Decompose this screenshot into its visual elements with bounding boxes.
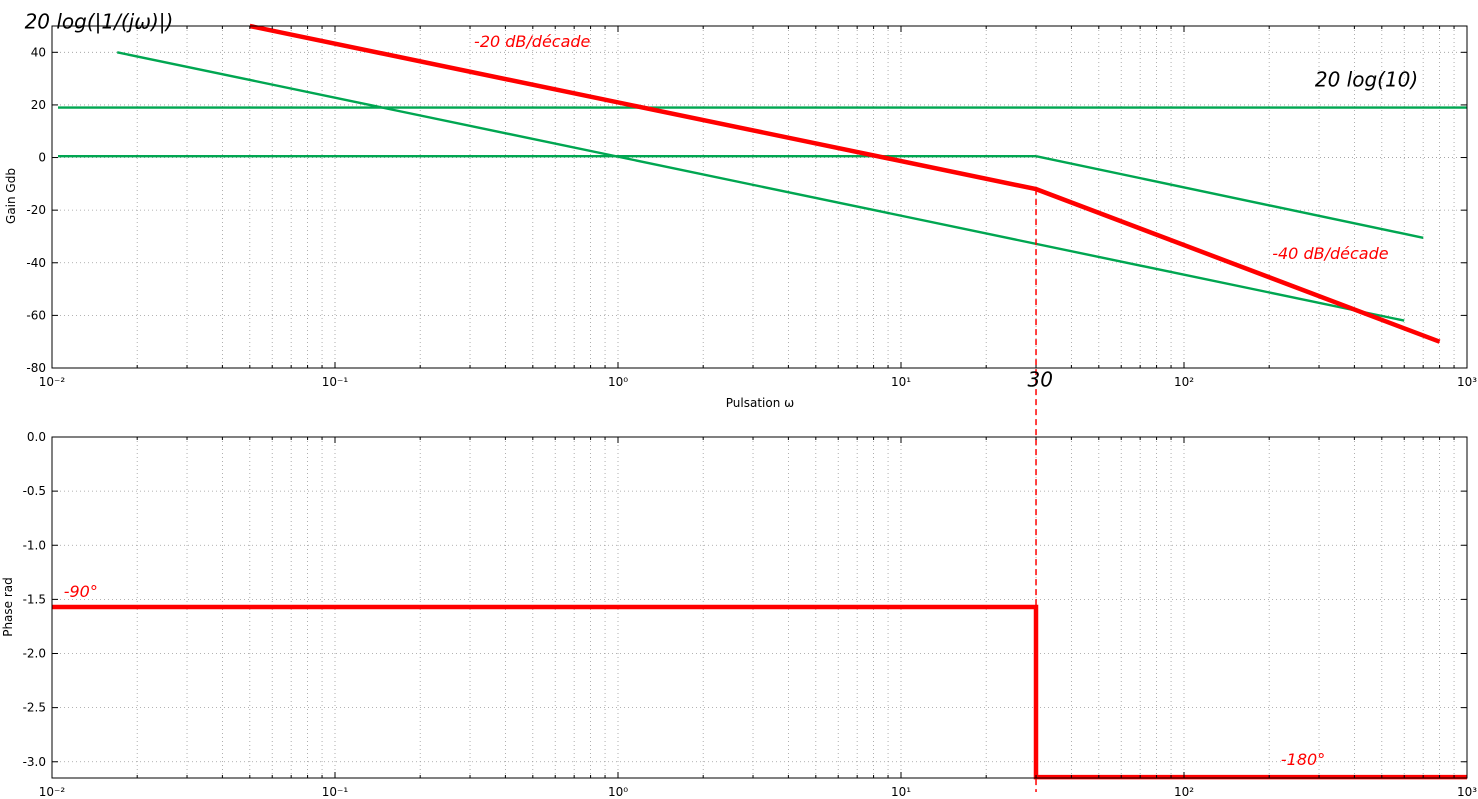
- phase-xtick-label: 10¹: [891, 785, 911, 799]
- gain-ytick-label: 40: [31, 45, 46, 59]
- phase-ytick-label: -2.5: [23, 701, 46, 715]
- gain-plot-lines: [58, 23, 1467, 344]
- gain-ytick-label: 0: [38, 151, 46, 165]
- phase-axes-border: [51, 436, 1468, 779]
- gain-xtick-label: 10²: [1174, 375, 1194, 389]
- phase-xtick-label: 10⁰: [608, 785, 628, 799]
- phase-tick-labels: 10⁻² 10⁻¹ 10⁰ 10¹ 10² 10³ 0.0 -0.5 -1.0 -1.5 -2.0 -…: [23, 430, 1478, 799]
- gain-ytick-label: -40: [26, 256, 46, 270]
- gain-asymptote-component: [1035, 155, 1424, 239]
- annotation-text: 30: [1028, 367, 1053, 391]
- gain-xtick-label: 10³: [1457, 375, 1477, 389]
- phase-ytick-label: -1.5: [23, 592, 46, 606]
- gain-asymptote-component: [116, 51, 1405, 322]
- annotation-text: 20 log(10): [1315, 68, 1418, 92]
- gain-axes-border: [51, 25, 1468, 369]
- annotation-text: -90°: [64, 582, 98, 601]
- gain-xtick-label: 10⁰: [608, 375, 628, 389]
- gain-y-axis-label: Gain Gdb: [4, 168, 18, 224]
- phase-asymptote-total: [52, 604, 1467, 780]
- phase-y-axis-label: Phase rad: [1, 577, 15, 637]
- phase-ytick-label: -1.0: [23, 538, 46, 552]
- phase-xtick-label: 10⁻²: [39, 785, 66, 799]
- gain-xtick-label: 10⁻²: [39, 375, 66, 389]
- phase-ytick-label: -0.5: [23, 484, 46, 498]
- gain-ytick-label: -20: [26, 203, 46, 217]
- gain-ytick-label: 20: [31, 98, 46, 112]
- phase-xtick-label: 10³: [1457, 785, 1477, 799]
- gain-ytick-label: -60: [26, 308, 46, 322]
- phase-xtick-label: 10²: [1174, 785, 1194, 799]
- phase-plot-lines: [52, 604, 1467, 780]
- annotations: 20 log(|1/(jω)|) 20 log(10) -20 dB/décade -…: [25, 10, 1419, 769]
- gain-asymptote-total: [249, 23, 1441, 344]
- gain-tick-labels: 10⁻² 10⁻¹ 10⁰ 10¹ 10² 10³ 40 20 0 -20 -40 -60 -80: [26, 45, 1477, 389]
- gain-xtick-label: 10¹: [891, 375, 911, 389]
- annotation-text: 20 log(|1/(jω)|): [25, 10, 174, 34]
- phase-ytick-label: 0.0: [27, 430, 46, 444]
- gain-axes-frame: [51, 25, 1468, 369]
- annotation-text: -180°: [1281, 750, 1325, 769]
- gain-ytick-label: -80: [26, 361, 46, 375]
- phase-xtick-label: 10⁻¹: [322, 785, 349, 799]
- phase-ytick-label: -2.0: [23, 647, 46, 661]
- gain-xtick-label: 10⁻¹: [322, 375, 349, 389]
- phase-ytick-label: -3.0: [23, 755, 46, 769]
- annotation-text: -20 dB/décade: [474, 32, 591, 51]
- gain-x-axis-label: Pulsation ω: [726, 396, 794, 410]
- phase-axes-frame: [51, 436, 1468, 779]
- gain-grid: [51, 26, 1468, 368]
- annotation-text: -40 dB/décade: [1272, 244, 1389, 263]
